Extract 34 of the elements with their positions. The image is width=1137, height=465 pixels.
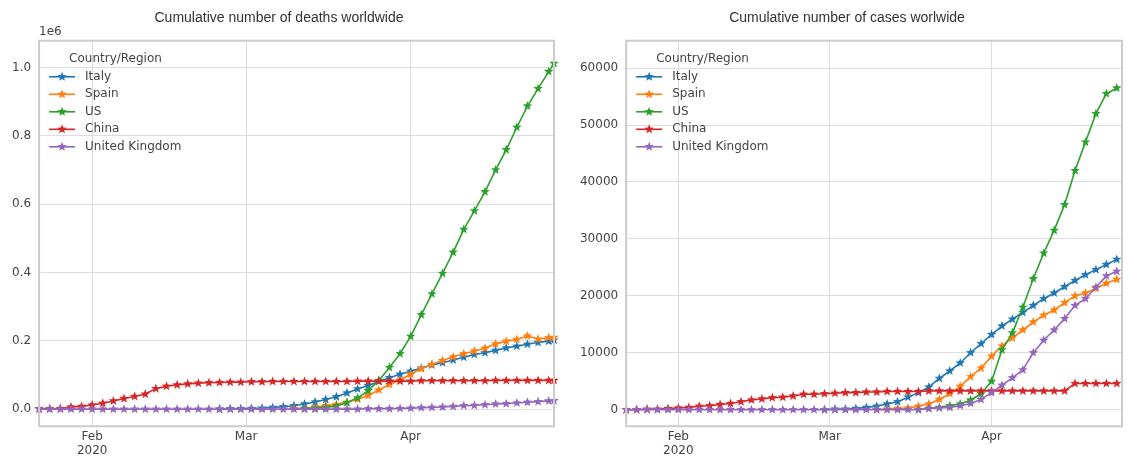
y-tick-label: 0.6: [11, 196, 32, 211]
y-tick-label: 0.8: [11, 127, 32, 142]
y-tick-label: 20000: [579, 287, 619, 302]
chart-title: Cumulative number of deaths worldwide: [154, 9, 404, 26]
x-tick-label: Mar: [818, 428, 842, 443]
legend-label: China: [672, 121, 707, 136]
chart-title: Cumulative number of cases worlwide: [729, 9, 966, 26]
legend-label: Italy: [85, 68, 112, 83]
y-tick-label: 40000: [579, 174, 619, 189]
x-tick-label: Apr: [400, 428, 422, 443]
legend-label: United Kingdom: [672, 138, 769, 153]
legend-label: US: [85, 103, 102, 118]
y-tick-label: 10000: [579, 344, 619, 359]
x-tick-label: Feb 2020: [76, 428, 108, 457]
legend-label: Italy: [672, 68, 699, 83]
y-tick-label: 1.0: [11, 59, 32, 74]
legend-label: United Kingdom: [85, 138, 182, 153]
x-tick-label: Feb 2020: [663, 428, 694, 457]
x-tick-label: Apr: [981, 428, 1002, 443]
legend-title: Country/Region: [69, 50, 162, 65]
legend-title: Country/Region: [656, 50, 749, 65]
legend-label: US: [672, 103, 689, 118]
y-tick-label: 0.4: [11, 264, 32, 279]
y-tick-label: 0.0: [11, 401, 32, 416]
y-tick-label: 0.2: [11, 332, 32, 347]
legend-label: China: [85, 121, 120, 136]
legend-label: Spain: [85, 86, 119, 101]
text: 1e6: [39, 23, 62, 38]
y-tick-label: 0: [610, 401, 619, 416]
y-tick-label: 60000: [579, 60, 619, 75]
legend-label: Spain: [672, 86, 706, 101]
y-tick-label: 50000: [579, 117, 619, 132]
y-tick-label: 30000: [579, 231, 619, 246]
x-tick-label: Mar: [234, 428, 258, 443]
